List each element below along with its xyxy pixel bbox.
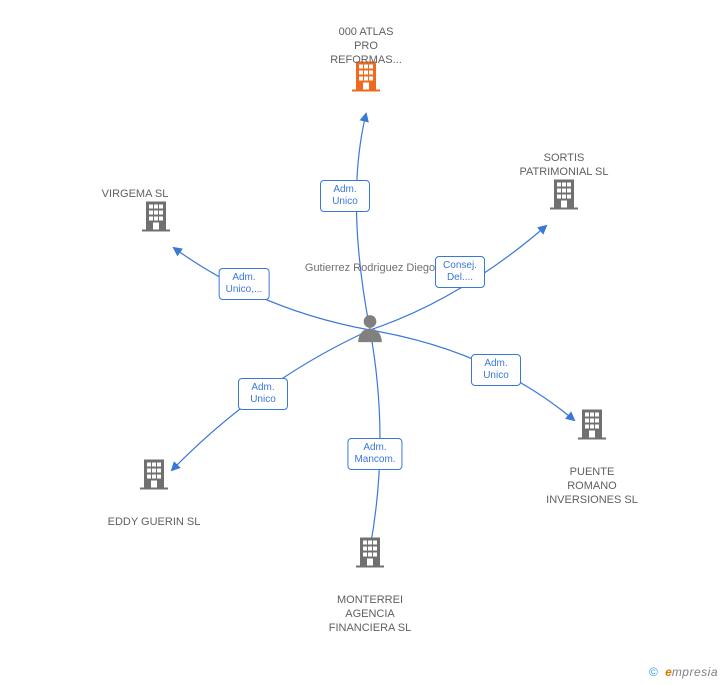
company-label-sortis: SORTIS PATRIMONIAL SL — [519, 152, 608, 180]
edge-tag-puente: Adm. Unico — [471, 354, 521, 386]
edge-tag-monterrei: Adm. Mancom. — [347, 438, 402, 470]
company-label-monterrei: MONTERREI AGENCIA FINANCIERA SL — [329, 594, 412, 635]
copyright-symbol: © — [649, 665, 658, 679]
building-icon — [576, 408, 608, 445]
brand-rest: mpresia — [672, 665, 718, 679]
building-icon — [548, 178, 580, 215]
company-label-atlas: 000 ATLAS PRO REFORMAS... — [330, 26, 402, 67]
watermark: © empresia — [649, 665, 718, 679]
building-icon — [138, 458, 170, 495]
edge-tag-atlas: Adm. Unico — [320, 180, 370, 212]
building-icon — [354, 536, 386, 573]
brand-initial: e — [665, 665, 672, 679]
building-icon — [140, 200, 172, 237]
edge-tag-virgema: Adm. Unico,... — [219, 268, 270, 300]
edge-atlas — [356, 114, 370, 330]
center-person-label: Gutierrez Rodriguez Diego — [305, 262, 435, 276]
person-icon — [355, 313, 385, 347]
edge-virgema — [174, 248, 370, 330]
company-label-puente: PUENTE ROMANO INVERSIONES SL — [546, 466, 638, 507]
edge-tag-sortis: Consej. Del.... — [435, 256, 485, 288]
company-label-virgema: VIRGEMA SL — [102, 188, 169, 202]
company-label-eddy: EDDY GUERIN SL — [108, 516, 201, 530]
edge-tag-eddy: Adm. Unico — [238, 378, 288, 410]
diagram-stage: 000 ATLAS PRO REFORMAS... SORTIS PATRIMO… — [0, 0, 728, 685]
